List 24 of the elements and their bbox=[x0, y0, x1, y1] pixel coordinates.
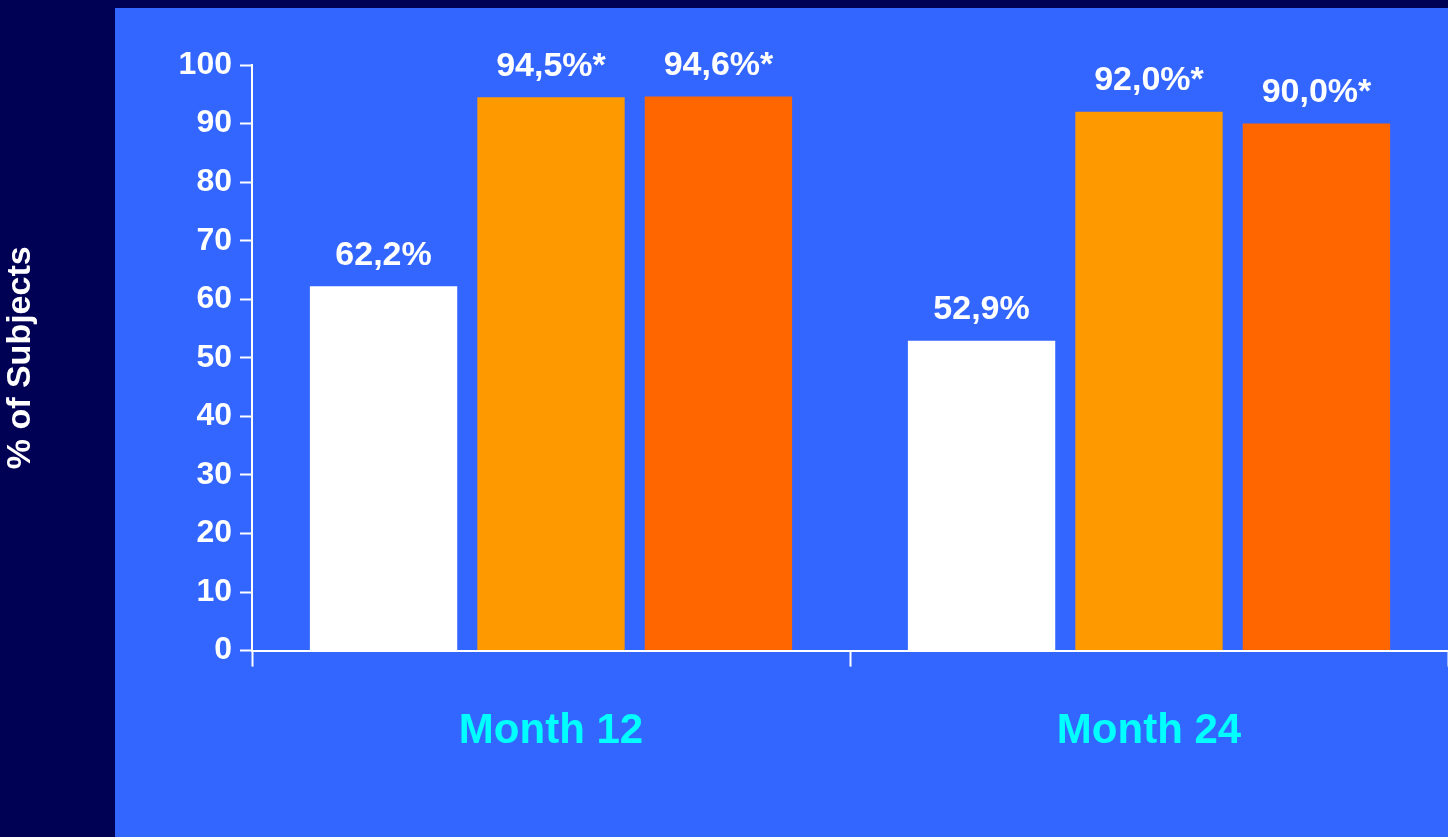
data-label: 94,6%* bbox=[663, 44, 775, 82]
y-tick-label: 60 bbox=[196, 279, 232, 316]
y-axis-title: % of Subjects bbox=[0, 246, 37, 470]
data-label: 92,0%* bbox=[1094, 59, 1205, 98]
data-label: 52,9% bbox=[933, 288, 1030, 327]
y-tick-label: 20 bbox=[196, 513, 232, 550]
y-tick-label: 70 bbox=[196, 220, 232, 257]
data-label: 90,0%* bbox=[1261, 70, 1373, 109]
y-tick-label: 10 bbox=[196, 571, 232, 608]
y-tick-label: 80 bbox=[196, 161, 232, 198]
y-tick-label: 0 bbox=[214, 630, 232, 667]
y-tick-label: 30 bbox=[196, 454, 232, 491]
data-label: 62,2% bbox=[335, 233, 432, 272]
bar bbox=[644, 96, 793, 651]
x-tick-label: Month 12 bbox=[458, 705, 644, 753]
y-tick-label: 40 bbox=[196, 396, 232, 433]
x-tick-label: Month 24 bbox=[1056, 705, 1242, 753]
y-tick-label: 50 bbox=[196, 337, 232, 374]
bar bbox=[477, 97, 625, 651]
y-tick-label: 90 bbox=[196, 103, 232, 140]
data-label: 94,5%* bbox=[496, 44, 607, 83]
bar bbox=[1075, 111, 1223, 651]
bar bbox=[1242, 123, 1391, 651]
y-tick-label: 100 bbox=[178, 44, 232, 81]
